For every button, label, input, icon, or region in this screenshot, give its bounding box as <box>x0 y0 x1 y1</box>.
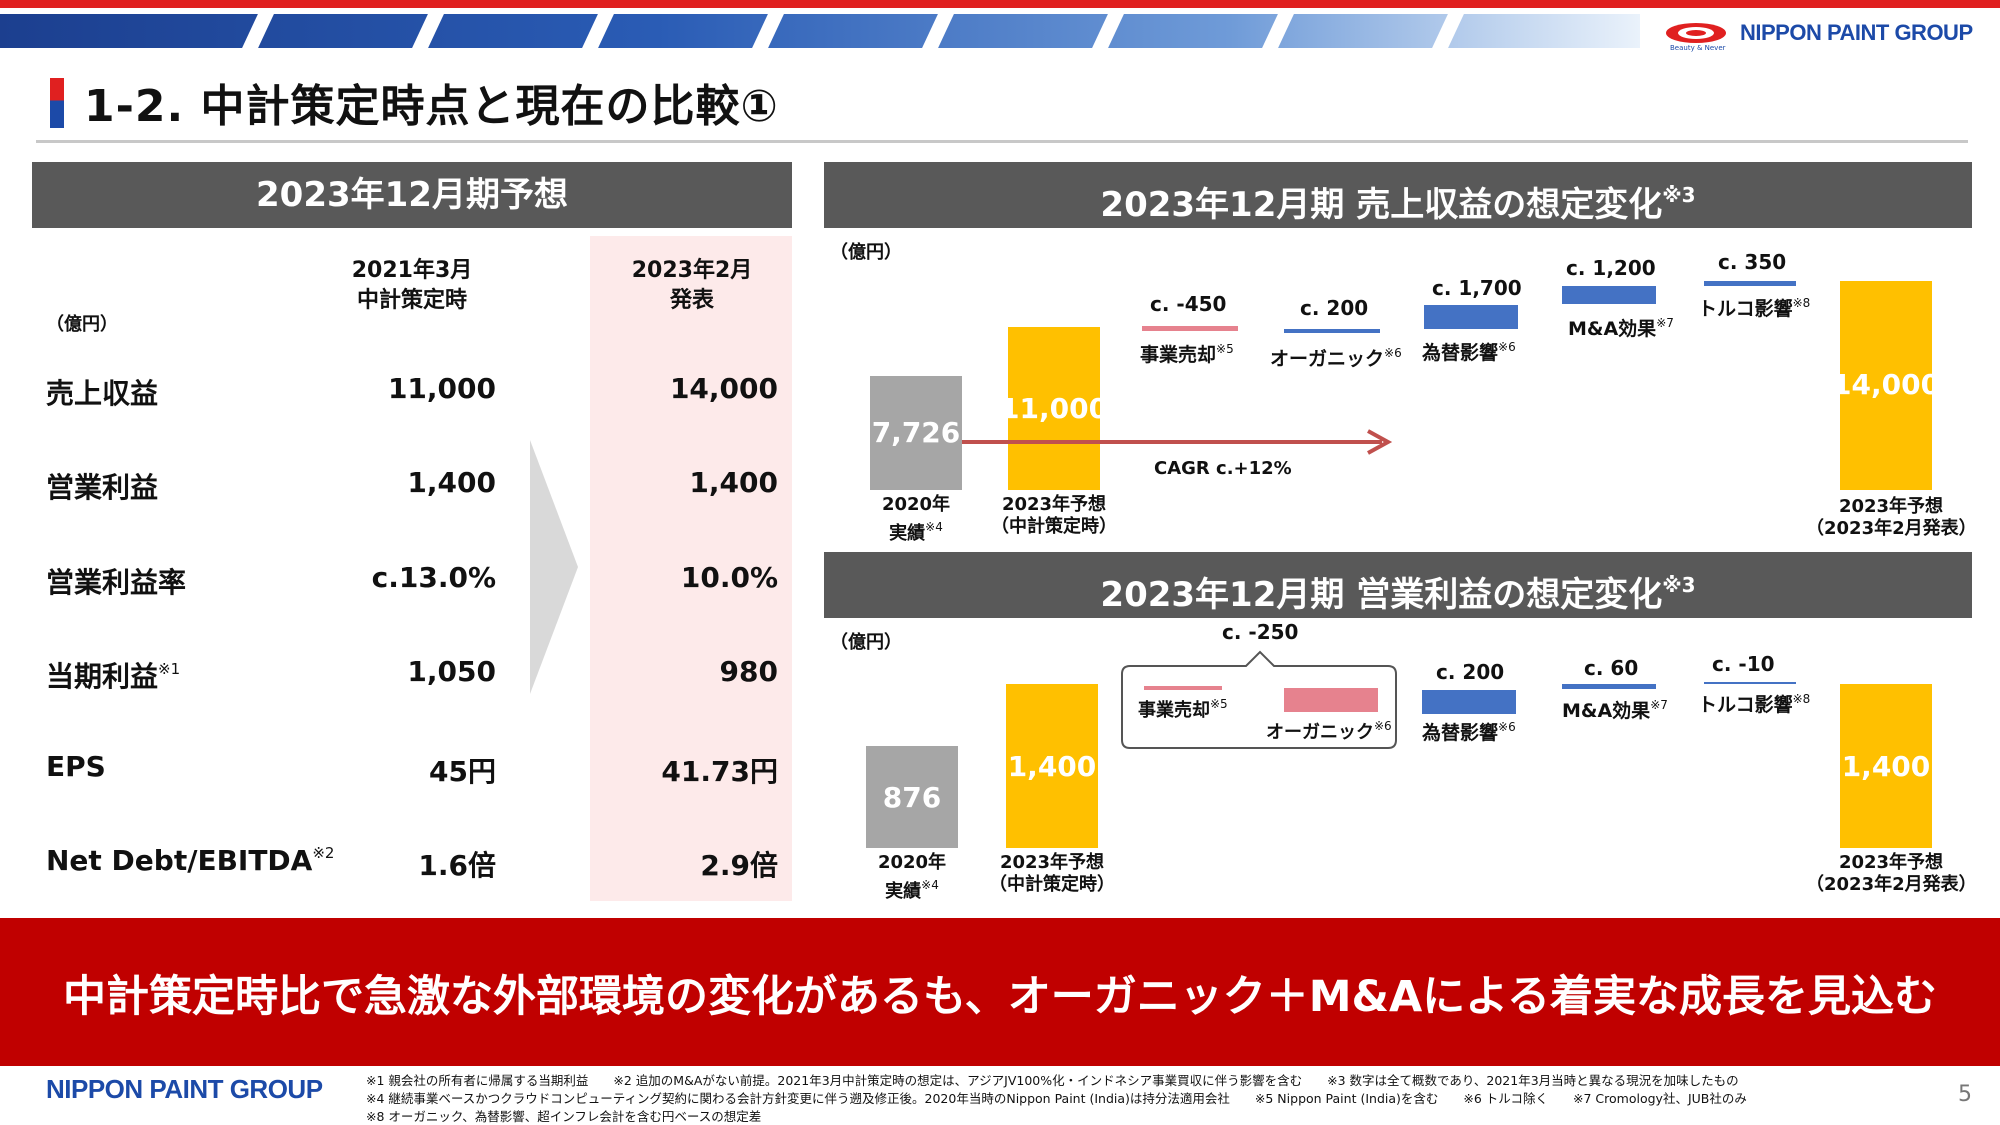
revenue-change-turkey-value: c. 350 <box>1718 250 1787 274</box>
revenue-change-fx-bar <box>1424 305 1518 329</box>
col-head-latest: 2023年2月 発表 <box>631 258 753 313</box>
revenue-bar-2020-label: 2020年 実績※4 <box>881 494 951 544</box>
revenue-unit-label: （億円） <box>830 242 902 263</box>
op-bar-latest-label: 2023年予想 （2023年2月発表） <box>1806 852 1977 895</box>
revenue-change-ma-value: c. 1,200 <box>1566 256 1656 280</box>
op-panel-header: 2023年12月期 営業利益の想定変化※3 <box>824 552 1972 618</box>
op-bar-2020-value: 876 <box>882 781 942 814</box>
col-head-midterm: 2021年3月 中計策定時 <box>351 258 473 313</box>
footer-logo: NIPPON PAINT GROUP <box>46 1074 323 1104</box>
conclusion-banner-text: 中計策定時比で急激な外部環境の変化があるも、オーガニック＋M&Aによる着実な成長… <box>63 972 1937 1022</box>
op-bar-latest-value: 1,400 <box>1841 750 1931 783</box>
top-red-line <box>0 0 2000 8</box>
op-change-fx-value: c. 200 <box>1436 660 1505 684</box>
row-label-net-debt-ebitda: Net Debt/EBITDA※2 <box>46 844 335 877</box>
row-value-midterm: 1,050 <box>407 655 496 688</box>
brand-tagline: Beauty & Never <box>1670 44 1726 52</box>
footnote-line: ※1 親会社の所有者に帰属する当期利益 ※2 追加のM&Aがない前提。2021年… <box>366 1073 1739 1088</box>
revenue-change-divestiture-bar <box>1142 326 1238 331</box>
op-change-organic-bar <box>1284 688 1378 712</box>
op-change-fx-bar <box>1422 690 1516 714</box>
op-change-fx-label: 為替影響※6 <box>1422 720 1516 744</box>
unit-label: （億円） <box>46 314 118 335</box>
cagr-arrow-icon <box>962 429 1393 455</box>
row-value-latest: 14,000 <box>669 372 778 405</box>
revenue-change-fx-value: c. 1,700 <box>1432 276 1522 300</box>
brand-logo-icon <box>1666 23 1726 43</box>
op-change-organic-label: オーガニック※6 <box>1266 719 1392 743</box>
op-unit-label: （億円） <box>830 632 902 653</box>
cagr-label: CAGR c.+12% <box>1154 458 1292 479</box>
op-bar-2020-label: 2020年 実績※4 <box>877 852 947 902</box>
op-change-divestiture-label: 事業売却※5 <box>1138 697 1228 721</box>
conclusion-banner <box>0 918 2000 1066</box>
row-label-op-margin: 営業利益率 <box>46 566 187 599</box>
row-value-midterm: c.13.0% <box>371 561 496 594</box>
op-change-turkey-label: トルコ影響※8 <box>1698 692 1811 716</box>
row-value-latest: 1,400 <box>689 466 778 499</box>
footnote-line: ※8 オーガニック、為替影響、超インフレ会計を含む円ベースの想定差 <box>366 1109 762 1124</box>
revenue-change-organic-bar <box>1284 329 1380 333</box>
footnote-line: ※4 継続事業ベースかつクラウドコンピューティング契約に関わる会計方針変更に伴う… <box>366 1091 1747 1106</box>
highlight-column <box>590 236 792 901</box>
brand-logo-text: NIPPON PAINT GROUP <box>1740 20 1973 45</box>
op-bar-midterm <box>1006 684 1098 848</box>
revenue-bar-latest-label: 2023年予想 （2023年2月発表） <box>1806 496 1977 539</box>
revenue-change-turkey-bar <box>1704 281 1796 286</box>
op-bar-2020 <box>866 746 958 848</box>
revenue-bar-2020-value: 7,726 <box>871 416 961 449</box>
row-value-latest: 10.0% <box>680 561 778 594</box>
page-number: 5 <box>1958 1082 1972 1107</box>
title-divider <box>36 140 1968 143</box>
op-bar-midterm-value: 1,400 <box>1007 750 1097 783</box>
revenue-change-ma-label: M&A効果※7 <box>1568 316 1674 340</box>
op-bar-latest <box>1840 684 1932 848</box>
op-change-ma-value: c. 60 <box>1584 656 1639 680</box>
row-value-latest: 2.9倍 <box>700 849 778 882</box>
row-value-midterm: 45円 <box>429 755 496 788</box>
op-group-callout <box>1121 650 1397 749</box>
title-accent-bar <box>50 78 64 128</box>
page-title: 1-2. 中計策定時点と現在の比較① <box>84 81 779 132</box>
row-value-midterm: 11,000 <box>387 372 496 405</box>
revenue-panel-header: 2023年12月期 売上収益の想定変化※3 <box>824 162 1972 228</box>
revenue-bar-midterm <box>1008 327 1100 490</box>
op-change-turkey-bar <box>1704 682 1796 684</box>
row-value-midterm: 1.6倍 <box>418 849 496 882</box>
row-label-op-income: 営業利益 <box>46 471 159 504</box>
revenue-change-organic-value: c. 200 <box>1300 296 1369 320</box>
op-change-ma-bar <box>1562 684 1656 689</box>
op-change-turkey-value: c. -10 <box>1712 652 1775 676</box>
revenue-bar-2020 <box>870 376 962 490</box>
revenue-bar-latest-value: 14,000 <box>1832 368 1941 401</box>
revenue-change-divestiture-label: 事業売却※5 <box>1140 342 1234 366</box>
op-change-divestiture-bar <box>1144 686 1222 690</box>
row-value-latest: 41.73円 <box>661 755 778 788</box>
row-value-latest: 980 <box>719 655 778 688</box>
left-panel-header: 2023年12月期予想 <box>32 162 792 228</box>
revenue-change-organic-label: オーガニック※6 <box>1270 346 1402 370</box>
row-label-revenue: 売上収益 <box>46 377 159 410</box>
row-label-eps: EPS <box>46 750 106 783</box>
row-value-midterm: 1,400 <box>407 466 496 499</box>
revenue-change-divestiture-value: c. -450 <box>1150 292 1227 316</box>
op-change-ma-label: M&A効果※7 <box>1562 698 1668 722</box>
revenue-bar-latest <box>1840 281 1932 490</box>
revenue-bar-midterm-label: 2023年予想 （中計策定時） <box>991 494 1117 537</box>
revenue-bar-midterm-value: 11,000 <box>1000 392 1109 425</box>
header-gradient-band <box>0 14 1640 48</box>
revenue-change-turkey-label: トルコ影響※8 <box>1698 296 1811 320</box>
chevron-right-icon <box>530 440 578 694</box>
revenue-change-fx-label: 為替影響※6 <box>1422 340 1516 364</box>
revenue-change-ma-bar <box>1562 286 1656 304</box>
op-group-delta: c. -250 <box>1222 620 1299 644</box>
op-bar-midterm-label: 2023年予想 （中計策定時） <box>989 852 1115 895</box>
row-label-net-income: 当期利益※1 <box>46 660 181 693</box>
